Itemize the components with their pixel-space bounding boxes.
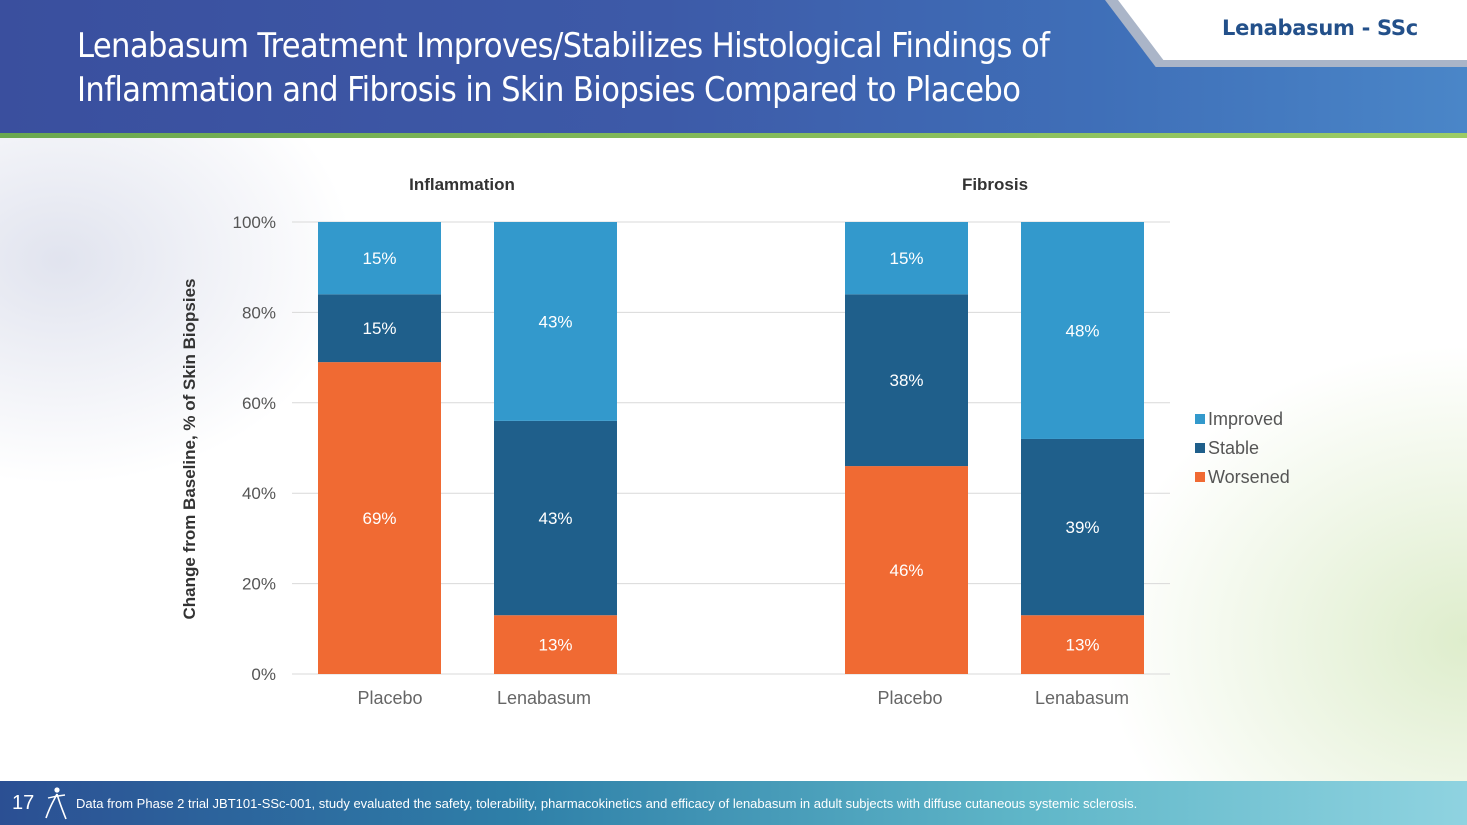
legend-label: Improved [1208, 409, 1283, 429]
page-number: 17 [12, 792, 35, 814]
bar-segment-worsened [1021, 615, 1144, 674]
slide-title: Lenabasum Treatment Improves/Stabilizes … [77, 24, 1097, 112]
bar-segment-improved [845, 222, 968, 295]
data-label: 46% [889, 561, 923, 580]
slide-title-line-2: Inflammation and Fibrosis in Skin Biopsi… [77, 70, 1021, 110]
bar-segment-stable [494, 420, 617, 616]
data-label: 48% [1065, 321, 1099, 340]
header-accent-line [0, 133, 1467, 138]
data-label: 13% [1065, 636, 1099, 655]
data-label: 43% [538, 509, 572, 528]
x-category-label: Lenabasum [1035, 688, 1129, 708]
legend-swatch [1195, 414, 1205, 424]
legend-item-worsened: Worsened [1195, 467, 1290, 487]
panel-inflammation: Inflammation 69% 15% 15% Placebo 13% 43% 43% Len… [318, 175, 617, 708]
legend-swatch [1195, 472, 1205, 482]
bar-segment-improved [318, 222, 441, 295]
data-label: 43% [538, 312, 572, 331]
x-category-label: Lenabasum [497, 688, 591, 708]
data-label: 39% [1065, 518, 1099, 537]
bar-segment-stable [845, 294, 968, 467]
data-label: 15% [362, 249, 396, 268]
panel-title: Fibrosis [962, 175, 1028, 194]
legend-item-improved: Improved [1195, 409, 1283, 429]
bar-segment-worsened [318, 362, 441, 674]
footer-band [0, 781, 1467, 825]
data-label: 69% [362, 509, 396, 528]
y-tick-label: 80% [242, 303, 276, 322]
bar-segment-stable [1021, 438, 1144, 616]
bar-segment-worsened [845, 466, 968, 674]
data-label: 38% [889, 371, 923, 390]
data-label: 15% [362, 319, 396, 338]
brand-tab [1118, 0, 1467, 60]
y-tick-label: 60% [242, 394, 276, 413]
bar-segment-improved [494, 222, 617, 421]
footnote: Data from Phase 2 trial JBT101-SSc-001, … [76, 796, 1138, 811]
y-axis: 0% 20% 40% 60% 80% 100% [233, 213, 276, 684]
panel-title: Inflammation [409, 175, 515, 194]
panel-fibrosis: Fibrosis 46% 38% 15% Placebo 13% 39% 48% Lenabas… [845, 175, 1144, 708]
brand-label: Lenabasum - SSc [1222, 16, 1418, 40]
legend-item-stable: Stable [1195, 438, 1259, 458]
y-axis-label: Change from Baseline, % of Skin Biopsies [180, 278, 199, 619]
slide-title-line-1: Lenabasum Treatment Improves/Stabilizes … [77, 26, 1050, 66]
bar-segment-stable [318, 294, 441, 363]
company-logo-icon [45, 787, 67, 820]
bar-segment-improved [1021, 222, 1144, 439]
chart-legend: Improved Stable Worsened [1195, 409, 1290, 487]
data-label: 13% [538, 636, 572, 655]
legend-label: Stable [1208, 438, 1259, 458]
y-tick-label: 40% [242, 484, 276, 503]
data-label: 15% [889, 249, 923, 268]
legend-label: Worsened [1208, 467, 1290, 487]
x-category-label: Placebo [877, 688, 942, 708]
y-tick-label: 100% [233, 213, 276, 232]
chart-panels: Inflammation 69% 15% 15% Placebo 13% 43% 43% Len… [318, 175, 1144, 708]
x-category-label: Placebo [357, 688, 422, 708]
y-tick-label: 0% [251, 665, 276, 684]
bar-segment-worsened [494, 615, 617, 674]
legend-swatch [1195, 443, 1205, 453]
y-tick-label: 20% [242, 575, 276, 594]
